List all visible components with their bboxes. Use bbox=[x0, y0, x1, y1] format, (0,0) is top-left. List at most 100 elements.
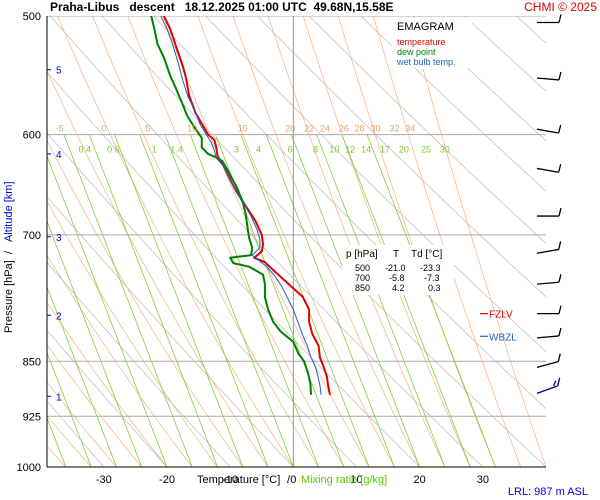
moist-adiabat-label: 24 bbox=[320, 124, 330, 134]
x-label-temperature: Temperature [°C] bbox=[197, 474, 280, 486]
moist-adiabat-label: 20 bbox=[285, 124, 295, 134]
wind-barb bbox=[537, 207, 562, 217]
mixing-ratio-line bbox=[189, 134, 319, 467]
wind-barb-staff bbox=[536, 385, 558, 394]
moist-adiabat-line bbox=[47, 69, 269, 467]
table-row-t: -5.8 bbox=[389, 273, 405, 283]
x-tick-label: 0 bbox=[290, 474, 296, 486]
dry-adiabat-line bbox=[47, 329, 168, 467]
moist-adiabat-line bbox=[47, 139, 244, 467]
mixing-ratio-label: 10 bbox=[329, 145, 339, 155]
dry-adiabat-line bbox=[47, 261, 231, 467]
y-label-separator: / bbox=[3, 250, 15, 254]
legend-wet-bulb: wet bulb temp. bbox=[396, 57, 456, 67]
moist-adiabat-line bbox=[162, 16, 370, 467]
moist-adiabat-label: 10 bbox=[187, 124, 197, 134]
mixing-ratio-label: 25 bbox=[421, 145, 431, 155]
altitude-tick-label: 5 bbox=[56, 66, 62, 77]
mixing-ratio-label: 17 bbox=[380, 145, 390, 155]
moist-adiabat-line bbox=[57, 16, 294, 467]
wind-barb bbox=[536, 327, 562, 339]
moist-adiabat-line bbox=[47, 254, 193, 467]
table-row-td: 0.3 bbox=[428, 283, 441, 293]
wind-barb bbox=[537, 305, 562, 315]
moist-adiabat-label: 34 bbox=[405, 124, 415, 134]
y-tick-label: 1000 bbox=[17, 462, 41, 474]
x-label-separator: / bbox=[287, 474, 291, 486]
table-row-t: -21.0 bbox=[385, 263, 406, 273]
mixing-ratio-line bbox=[316, 134, 446, 467]
wind-barb-flag bbox=[558, 274, 562, 283]
moist-adiabat-label: 22 bbox=[304, 124, 314, 134]
wind-barb-staff bbox=[536, 281, 559, 285]
moist-adiabat-line bbox=[47, 381, 117, 467]
moist-adiabat-line bbox=[232, 16, 421, 467]
table-header-td: Td [°C] bbox=[411, 249, 442, 260]
moist-adiabat-line bbox=[92, 16, 319, 467]
mixing-ratio-line bbox=[47, 351, 92, 467]
table-row-td: -23.3 bbox=[420, 263, 441, 273]
legend: EMAGRAM temperature dew point wet bulb t… bbox=[392, 18, 472, 68]
legend-temperature: temperature bbox=[397, 37, 446, 47]
mixing-ratio-line bbox=[47, 220, 143, 467]
dry-adiabat-line bbox=[205, 16, 546, 353]
wind-barb bbox=[537, 14, 562, 24]
moist-adiabat-label: 28 bbox=[355, 124, 365, 134]
wind-barb-flag bbox=[557, 377, 561, 386]
dry-adiabat-line bbox=[47, 400, 105, 467]
wind-barb-staff bbox=[536, 167, 559, 173]
wind-barb-flag bbox=[558, 305, 562, 314]
mixing-ratio-label: 14 bbox=[361, 145, 371, 155]
wind-barb-flag bbox=[558, 14, 562, 23]
mixing-ratio-line bbox=[164, 134, 294, 467]
y-tick-label: 925 bbox=[23, 411, 41, 423]
mixing-ratio-line bbox=[47, 155, 168, 467]
x-tick-label: 20 bbox=[414, 474, 426, 486]
levels-table: p [hPa] T Td [°C] 500 -21.0 -23.3 700 -5… bbox=[342, 245, 454, 295]
table-row-p: 850 bbox=[355, 283, 370, 293]
dry-adiabat-line bbox=[412, 16, 546, 142]
series-wet-bulb-temp bbox=[160, 16, 322, 395]
marker-fzlv: FZLV bbox=[489, 310, 513, 321]
wind-barb bbox=[536, 124, 562, 134]
dry-adiabat-line bbox=[256, 16, 546, 298]
table-row-t: 4.2 bbox=[392, 283, 405, 293]
table-header-t: T bbox=[393, 249, 399, 260]
wind-barb-flag bbox=[558, 207, 562, 217]
moist-adiabat-label: 26 bbox=[339, 124, 349, 134]
lrl-label: LRL: 987 m ASL bbox=[507, 486, 588, 498]
y-tick-label: 600 bbox=[23, 130, 41, 142]
chart-title: Praha-Libus descent 18.12.2025 01:00 UTC… bbox=[50, 0, 394, 14]
wind-barb bbox=[536, 71, 562, 81]
mixing-ratio-line bbox=[114, 134, 244, 467]
wind-barb-flag bbox=[558, 71, 562, 81]
dry-adiabat-line bbox=[47, 132, 357, 467]
mixing-ratio-line bbox=[88, 134, 218, 467]
mixing-ratio-line bbox=[63, 134, 193, 467]
moist-adiabat-line bbox=[127, 16, 345, 467]
moist-adiabat-label: 30 bbox=[370, 124, 380, 134]
wind-barb bbox=[536, 377, 561, 394]
mixing-ratio-label: 0.4 bbox=[79, 145, 92, 155]
legend-dew-point: dew point bbox=[397, 47, 436, 57]
wind-barb-flag bbox=[557, 353, 561, 362]
y-tick-label: 500 bbox=[23, 11, 41, 23]
dry-adiabat-line bbox=[308, 16, 546, 244]
marker-wbzl: WBZL bbox=[489, 332, 517, 343]
dry-adiabat-line bbox=[47, 71, 420, 467]
wind-barb-half-flag bbox=[553, 380, 557, 387]
altitude-tick-label: 2 bbox=[56, 311, 62, 322]
moist-adiabat-label: -5 bbox=[56, 124, 64, 134]
legend-title: EMAGRAM bbox=[397, 21, 454, 33]
mixing-ratio-line bbox=[139, 134, 269, 467]
mixing-ratio-label: 30 bbox=[440, 145, 450, 155]
wind-barb-staff bbox=[536, 77, 559, 81]
mixing-ratio-label: 6 bbox=[288, 145, 293, 155]
table-row-td: -7.3 bbox=[424, 273, 440, 283]
x-tick-label: -10 bbox=[222, 474, 238, 486]
x-tick-label: 10 bbox=[350, 474, 362, 486]
series-dew-point bbox=[150, 16, 312, 395]
wind-barb-flag bbox=[558, 327, 562, 337]
